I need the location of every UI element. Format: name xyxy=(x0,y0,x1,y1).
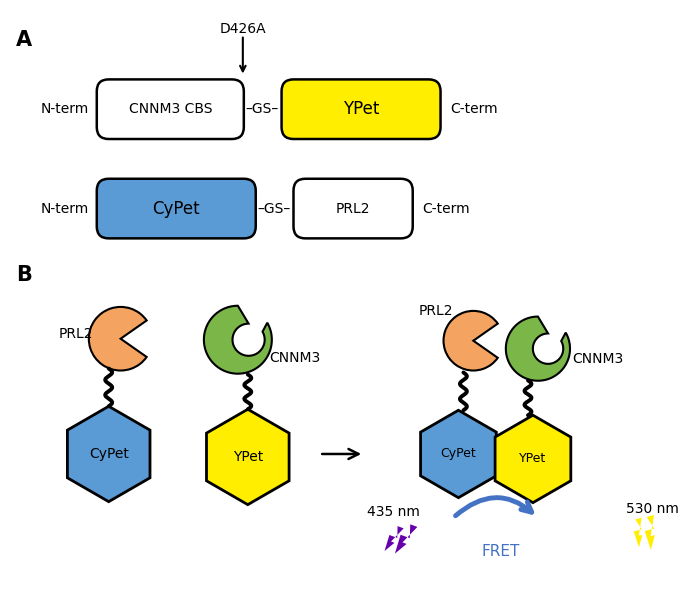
Text: D426A: D426A xyxy=(219,22,266,36)
Polygon shape xyxy=(495,415,571,503)
Text: PRL2: PRL2 xyxy=(419,304,453,318)
Text: C-term: C-term xyxy=(423,202,471,216)
Text: PRL2: PRL2 xyxy=(59,327,94,341)
Text: CNNM3 CBS: CNNM3 CBS xyxy=(129,102,212,116)
Wedge shape xyxy=(443,311,498,371)
Text: FRET: FRET xyxy=(482,544,520,560)
FancyBboxPatch shape xyxy=(97,178,256,238)
FancyBboxPatch shape xyxy=(97,79,244,139)
Text: N-term: N-term xyxy=(40,202,89,216)
Text: N-term: N-term xyxy=(40,102,89,116)
Polygon shape xyxy=(421,410,497,498)
Polygon shape xyxy=(395,524,417,554)
FancyBboxPatch shape xyxy=(282,79,440,139)
Polygon shape xyxy=(645,515,655,550)
Text: CNNM3: CNNM3 xyxy=(270,350,321,365)
Polygon shape xyxy=(634,518,643,547)
Text: –GS–: –GS– xyxy=(246,102,279,116)
Polygon shape xyxy=(506,317,570,381)
Polygon shape xyxy=(206,409,289,505)
Text: CyPet: CyPet xyxy=(153,200,200,217)
Text: 530 nm: 530 nm xyxy=(625,502,679,515)
Text: C-term: C-term xyxy=(451,102,498,116)
Text: CyPet: CyPet xyxy=(89,447,129,461)
Text: YPet: YPet xyxy=(519,453,547,466)
Text: 435 nm: 435 nm xyxy=(367,505,421,518)
Text: B: B xyxy=(16,265,32,285)
FancyArrowPatch shape xyxy=(456,498,532,516)
Polygon shape xyxy=(384,526,403,551)
Text: –GS–: –GS– xyxy=(258,202,291,216)
Text: YPet: YPet xyxy=(233,450,263,464)
Polygon shape xyxy=(67,406,150,502)
Text: A: A xyxy=(16,30,32,50)
Text: CNNM3: CNNM3 xyxy=(573,352,624,366)
Text: YPet: YPet xyxy=(343,100,379,118)
Text: CyPet: CyPet xyxy=(440,447,476,460)
FancyBboxPatch shape xyxy=(293,178,413,238)
Text: PRL2: PRL2 xyxy=(336,202,371,216)
Polygon shape xyxy=(204,306,272,374)
Wedge shape xyxy=(89,307,147,371)
